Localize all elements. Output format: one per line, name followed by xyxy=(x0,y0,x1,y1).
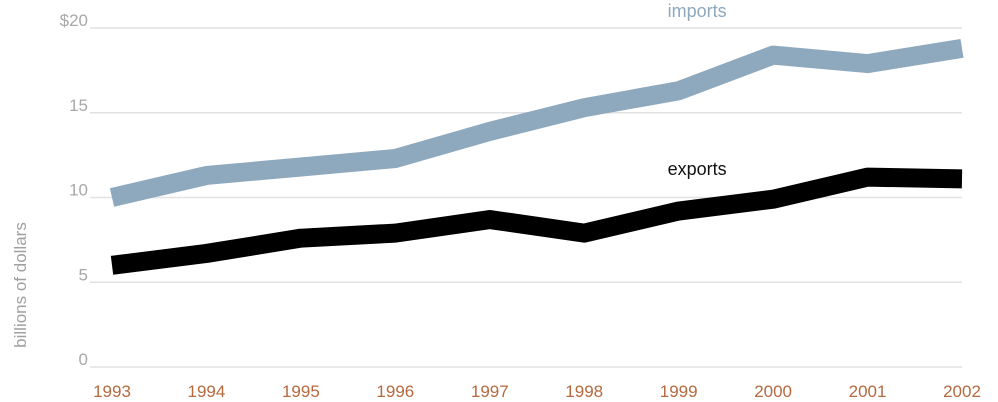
y-tick-label: $20 xyxy=(60,11,88,30)
x-axis-ticks: 1993 1994 1995 1996 1997 1998 1999 2000 2001 2002 xyxy=(93,382,981,401)
x-tick-label: 2002 xyxy=(943,382,981,401)
y-tick-label: 15 xyxy=(69,96,88,115)
y-tick-label: 0 xyxy=(79,350,88,369)
x-tick-label: 1993 xyxy=(93,382,131,401)
gridlines xyxy=(90,27,962,368)
x-tick-label: 1998 xyxy=(565,382,603,401)
x-tick-label: 2000 xyxy=(754,382,792,401)
series-labels: imports exports xyxy=(668,1,727,179)
x-tick-label: 1997 xyxy=(471,382,509,401)
x-tick-label: 1994 xyxy=(188,382,226,401)
y-tick-label: 10 xyxy=(69,181,88,200)
x-tick-label: 1999 xyxy=(660,382,698,401)
x-tick-label: 1996 xyxy=(376,382,414,401)
series-line-exports xyxy=(110,167,963,275)
series-label-imports: imports xyxy=(668,1,727,21)
x-tick-label: 1995 xyxy=(282,382,320,401)
x-tick-label: 2001 xyxy=(849,382,887,401)
y-axis-title: billions of dollars xyxy=(11,222,30,348)
series-lines xyxy=(109,38,964,275)
y-axis-ticks: 0 5 10 15 $20 xyxy=(60,11,88,369)
y-tick-label: 5 xyxy=(79,265,88,284)
series-line-imports xyxy=(109,38,964,207)
series-label-exports: exports xyxy=(668,159,727,179)
